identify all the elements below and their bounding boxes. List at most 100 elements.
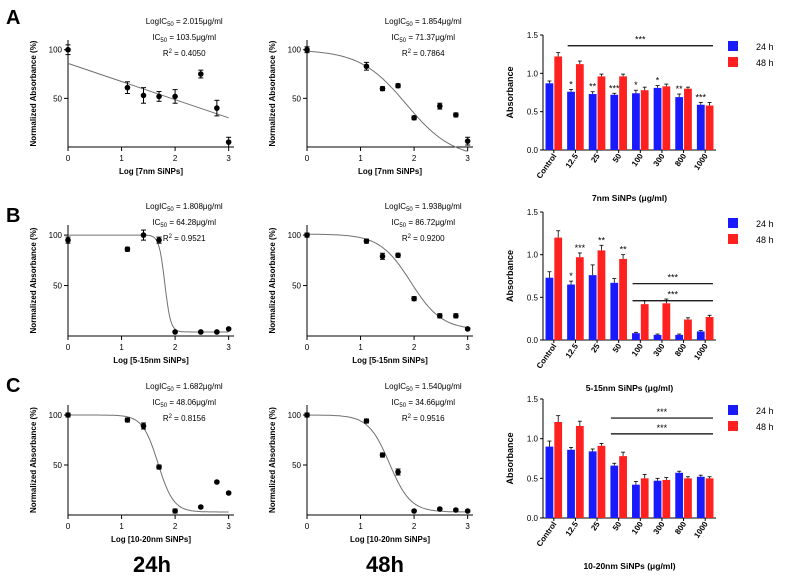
x-tick-label-A1: 3 [226,154,231,163]
stat-annotation-A2-2: R2 = 0.7864 [402,49,445,58]
x-tick-label-A3: 50 [611,152,624,165]
bar-C3-24h-1 [567,449,575,518]
bar-C3-48h-5 [662,479,671,518]
y-axis-label-C3: Absorbance [505,432,515,484]
bar-A3-48h-2 [597,76,606,150]
x-axis-label-C2: Log [10-20nm SiNPs] [350,535,430,544]
significance-bracket-label-A3-0: *** [635,35,646,45]
x-tick-label-C2: 3 [465,522,470,531]
data-point-B2-0 [304,232,310,238]
legend-swatch-C3-0 [728,405,738,415]
bar-B3-48h-6 [684,319,692,340]
x-tick-label-B1: 0 [66,343,71,352]
x-tick-label-A3: 800 [673,152,688,169]
y-tick-label-A3: 1.5 [527,31,539,40]
legend-label-B3-0: 24 h [756,219,774,229]
bar-A3-48h-4 [640,90,649,150]
bar-B3-48h-2 [597,250,606,340]
x-tick-label-C1: 3 [226,522,231,531]
data-point-B2-3 [395,252,401,259]
x-axis-label-B1: Log [5-15nm SiNPs] [113,356,189,365]
data-point-B2-2 [379,253,386,260]
data-point-B2-1 [363,238,370,244]
y-tick-label-C3: 0.0 [527,514,539,523]
bar-B3-24h-5 [653,334,662,340]
data-point-A1-4 [172,93,178,100]
x-tick-label-B3: 800 [673,342,688,359]
data-point-A1-3 [156,93,162,100]
bar-C3-24h-0 [545,446,554,518]
legend-swatch-A3-1 [728,57,738,67]
bar-A3-48h-7 [705,105,714,150]
y-tick-label-C2: 50 [292,461,301,470]
x-tick-label-A2: 0 [305,154,310,163]
x-tick-label-B2: 0 [305,343,310,352]
bar-A3-24h-6 [675,97,684,150]
bar-A3-24h-1 [567,91,575,150]
y-tick-label-B1: 50 [53,282,62,291]
data-point-C1-4 [172,508,178,514]
y-axis-label-B1: Normalized Absorbance (%) [29,227,38,333]
data-point-A2-4 [411,115,417,121]
stat-annotation-A2-1: IC50 = 71.37μg/ml [391,33,455,44]
y-tick-label-A3: 0.5 [527,108,539,117]
significance-stars-A3-2: *** [609,83,620,93]
legend-label-C3-1: 48 h [756,422,774,432]
significance-stars-A3-5: ** [676,84,684,94]
fit-curve-C2 [307,414,468,513]
stat-annotation-C1-0: LogIC50 = 1.682μg/ml [146,382,223,393]
stat-annotation-C2-0: LogIC50 = 1.540μg/ml [385,382,462,393]
y-axis-label-C2: Normalized Absorbance (%) [268,407,277,513]
data-point-A1-0 [65,46,71,53]
x-tick-label-A3: 25 [589,152,602,165]
bar-C3-24h-6 [675,472,684,518]
bar-B3-24h-6 [675,334,684,340]
data-point-B2-6 [453,313,459,319]
data-point-C1-5 [198,504,204,510]
bar-B3-48h-0 [554,237,563,340]
stat-annotation-A1-0: LogIC50 = 2.015μg/ml [146,17,223,28]
y-axis-label-B3: Absorbance [505,250,515,302]
data-point-A2-3 [395,82,401,89]
y-tick-label-C3: 1.5 [527,395,539,404]
significance-stars-A3-0: * [569,79,573,89]
bar-A3-48h-3 [619,76,627,150]
x-tick-label-A1: 1 [119,154,124,163]
legend-label-C3-0: 24 h [756,406,774,416]
bar-A3-24h-7 [696,104,705,150]
significance-stars-A3-4: * [656,76,660,86]
bar-A3-48h-1 [575,64,584,150]
y-tick-label-B2: 50 [292,282,301,291]
data-point-A2-0 [304,46,310,53]
y-axis-label-B2: Normalized Absorbance (%) [268,227,277,333]
x-tick-label-A3: 300 [652,152,667,169]
significance-bracket-label-B3-1: *** [667,290,678,300]
x-tick-label-C3: 50 [611,520,624,533]
x-tick-label-A3: 12.5 [564,152,581,170]
significance-stars-A3-1: ** [589,82,597,92]
bar-C3-48h-0 [554,422,563,518]
legend-label-A3-1: 48 h [756,58,774,68]
y-tick-label-A2: 100 [288,46,302,55]
significance-stars-A3-6: *** [696,92,707,102]
data-point-C1-1 [124,417,131,423]
bottom-label-24h: 24h [133,552,171,577]
panel-label-B: B [6,205,20,227]
significance-stars-B3-0: * [569,271,573,281]
x-tick-label-A2: 2 [412,154,417,163]
x-tick-label-C1: 1 [119,522,124,531]
x-tick-label-C2: 0 [305,522,310,531]
x-tick-label-B1: 2 [173,343,178,352]
x-axis-label-B3: 5-15nm SiNPs (μg/ml) [586,383,674,393]
fit-curve-C1 [68,414,229,513]
data-point-C2-3 [395,469,401,475]
bar-A3-48h-5 [662,86,671,150]
bar-C3-24h-4 [632,484,640,518]
x-tick-label-B3: 300 [652,342,667,359]
bar-B3-24h-7 [696,331,705,340]
data-point-B2-4 [411,295,417,302]
data-point-A1-5 [198,71,204,77]
bar-B3-48h-5 [662,303,671,340]
panel-label-C: C [6,375,20,397]
